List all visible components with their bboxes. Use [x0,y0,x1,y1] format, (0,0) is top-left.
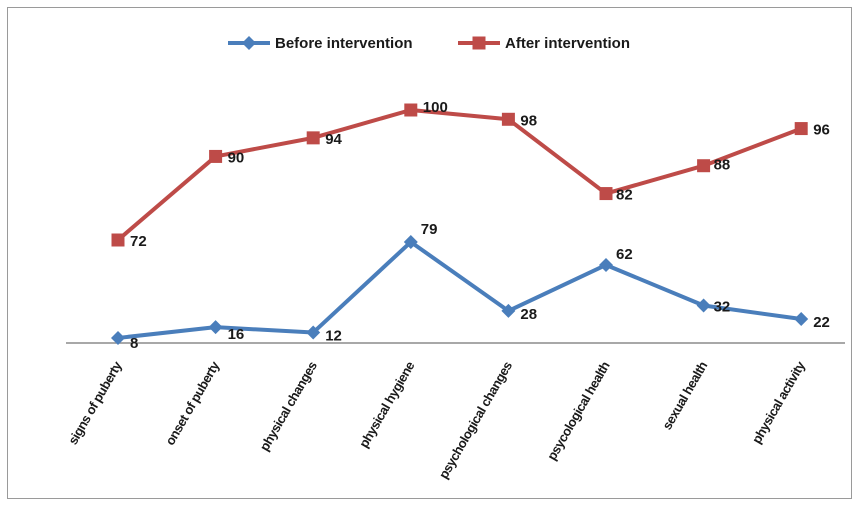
data-label: 12 [325,328,342,345]
data-point-marker [306,325,321,340]
series-line [116,108,802,242]
data-point-marker [501,303,516,318]
data-label: 79 [421,221,438,238]
x-tick-label: physical changes [257,359,320,454]
x-tick-label: sexual health [659,359,710,433]
x-tick-label: onset of puberty [162,358,223,448]
legend-item-after: After intervention [458,35,630,52]
legend: Before intervention After intervention [228,35,630,52]
data-point-marker [794,122,808,136]
data-point-marker [111,233,125,247]
series-before: 8 16 12 79 28 62 32 22 [111,221,830,352]
data-point-marker [208,320,223,335]
x-tick-label: psychological changes [436,359,515,482]
data-label: 82 [616,187,633,204]
data-point-marker [111,330,125,345]
data-label: 32 [714,299,731,316]
series-layer: 8 16 12 79 28 62 32 22 72 90 94 100 98 82 88 96 [111,99,830,352]
data-label: 94 [325,131,342,148]
data-label: 22 [813,314,830,331]
data-point-marker [599,187,613,201]
data-point-marker [697,159,711,173]
series-after: 72 90 94 100 98 82 88 96 [111,99,830,250]
data-point-marker [599,257,613,272]
data-point-marker [404,103,418,117]
data-point-marker [209,149,223,163]
x-tick-label: psycological health [544,359,613,463]
data-label: 72 [130,233,147,250]
data-point-marker [501,112,515,126]
category-tick-labels: signs of puberty onset of puberty physical… [65,358,808,481]
x-tick-label: physical hygiene [356,359,418,451]
series-line [117,240,802,340]
x-tick-label: signs of puberty [65,358,125,447]
data-point-marker [696,298,711,313]
data-label: 16 [228,326,245,343]
legend-label: Before intervention [275,35,413,52]
data-point-marker [403,235,418,249]
legend-marker [472,36,486,50]
data-label: 8 [130,335,138,352]
legend-item-before: Before intervention [228,35,413,52]
data-label: 28 [520,306,537,323]
data-point-marker [306,131,320,145]
data-label: 98 [520,112,537,129]
data-point-marker [794,312,809,327]
data-label: 100 [423,99,448,116]
data-label: 88 [714,157,731,174]
legend-marker [242,36,256,50]
data-label: 96 [813,122,830,139]
data-label: 90 [228,149,245,166]
data-label: 62 [616,246,633,263]
x-tick-label: physical activity [749,358,809,446]
legend-label: After intervention [505,35,630,52]
